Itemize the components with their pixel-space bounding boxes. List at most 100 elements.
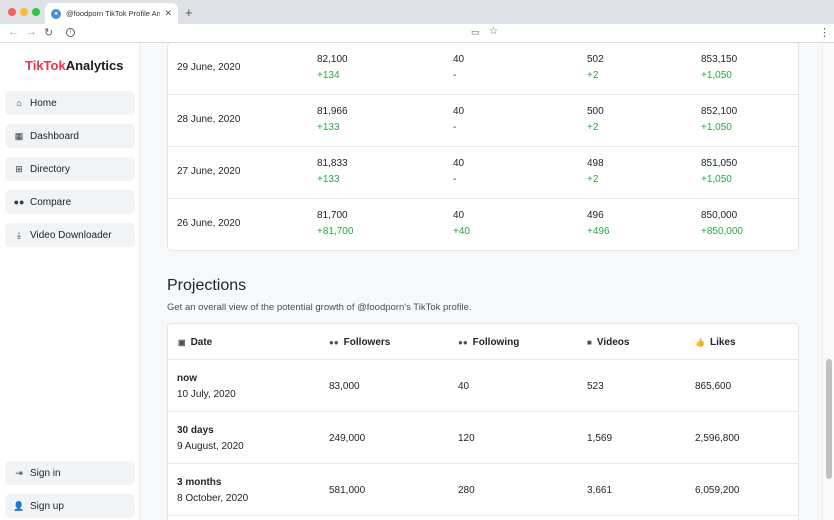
- header-following-label: Following: [472, 337, 520, 348]
- following-value: 40: [453, 210, 465, 221]
- following-value: 40: [453, 54, 465, 65]
- user-plus-icon: 👤: [13, 500, 25, 511]
- tab-title: @foodporn TikTok Profile Analy: [66, 9, 161, 18]
- projections-title: Projections: [167, 277, 247, 294]
- header-date-label: Date: [190, 337, 213, 348]
- following-delta: +40: [453, 226, 470, 237]
- videos-value: 1,569: [587, 433, 613, 444]
- users-icon: ●●: [13, 197, 25, 207]
- sidebar-item-label: Home: [30, 97, 57, 109]
- new-tab-button[interactable]: +: [185, 5, 193, 20]
- sidebar-item-label: Compare: [30, 196, 72, 208]
- menu-icon[interactable]: ⋮: [819, 27, 830, 39]
- sidebar-item-compare[interactable]: ●● Compare: [5, 190, 135, 214]
- table-row: 29 June, 2020 82,100 +134 40 - 502 +2 85…: [168, 43, 798, 95]
- sidebar: TikTokAnalytics ⌂ Home ▦ Dashboard ⊞ Dir…: [0, 43, 140, 520]
- row-date: 29 June, 2020: [177, 62, 241, 73]
- brand-part-analytics: Analytics: [65, 58, 124, 73]
- table-row: 28 June, 2020 81,966 +133 40 - 500 +2 85…: [168, 95, 798, 147]
- videos-delta: +2: [587, 122, 599, 133]
- projection-date: 9 August, 2020: [177, 441, 244, 452]
- sidebar-item-directory[interactable]: ⊞ Directory: [5, 157, 135, 181]
- brand-logo[interactable]: TikTokAnalytics: [25, 58, 124, 73]
- header-followers: ●● Followers: [329, 337, 390, 348]
- history-table: 29 June, 2020 82,100 +134 40 - 502 +2 85…: [167, 43, 799, 251]
- likes-delta: +1,050: [701, 70, 732, 81]
- videos-value: 502: [587, 54, 604, 65]
- projection-period: now: [177, 373, 197, 384]
- videos-value: 498: [587, 158, 604, 169]
- followers-delta: +81,700: [317, 226, 354, 237]
- likes-value: 851,050: [701, 158, 738, 169]
- followers-value: 82,100: [317, 54, 348, 65]
- calendar-icon: ▣: [178, 338, 186, 347]
- sidebar-item-sign-in[interactable]: ⇥ Sign in: [5, 461, 135, 485]
- followers-value: 81,833: [317, 158, 348, 169]
- projection-period: 30 days: [177, 425, 214, 436]
- cast-icon[interactable]: ▭: [471, 27, 480, 37]
- projection-period: 3 months: [177, 477, 222, 488]
- scrollbar-thumb[interactable]: [826, 359, 832, 479]
- header-following: ●● Following: [458, 337, 519, 348]
- followers-value: 81,966: [317, 106, 348, 117]
- row-date: 28 June, 2020: [177, 114, 241, 125]
- back-icon[interactable]: ←: [8, 26, 19, 38]
- header-followers-label: Followers: [343, 337, 391, 348]
- favicon-icon: ●: [51, 8, 61, 19]
- followers-delta: +134: [317, 70, 340, 81]
- browser-tab[interactable]: ● @foodporn TikTok Profile Analy ✕: [45, 3, 178, 24]
- sidebar-item-label: Video Downloader: [30, 229, 112, 241]
- sidebar-item-dashboard[interactable]: ▦ Dashboard: [5, 124, 135, 148]
- sidebar-item-video-downloader[interactable]: ⤓ Video Downloader: [5, 223, 135, 247]
- row-date: 26 June, 2020: [177, 218, 241, 229]
- followers-delta: +133: [317, 122, 340, 133]
- brand-part-tiktok: TikTok: [25, 58, 66, 73]
- videos-delta: +2: [587, 70, 599, 81]
- maximize-window-button[interactable]: [32, 8, 40, 16]
- minimize-window-button[interactable]: [20, 8, 28, 16]
- sidebar-item-sign-up[interactable]: 👤 Sign up: [5, 494, 135, 518]
- sidebar-item-label: Sign in: [30, 467, 61, 479]
- reload-icon[interactable]: ↻: [44, 27, 54, 39]
- info-icon[interactable]: i: [66, 28, 75, 37]
- videos-value: 523: [587, 381, 604, 392]
- likes-value: 852,100: [701, 106, 738, 117]
- videos-delta: +496: [587, 226, 610, 237]
- header-likes-label: Likes: [709, 337, 736, 348]
- following-delta: -: [453, 174, 457, 185]
- projections-subtitle: Get an overall view of the potential gro…: [167, 302, 472, 313]
- table-row: 26 June, 2020 81,700 +81,700 40 +40 496 …: [168, 199, 798, 251]
- followers-value: 249,000: [329, 433, 366, 444]
- star-icon[interactable]: ☆: [489, 26, 498, 37]
- following-value: 40: [453, 158, 465, 169]
- header-videos: ■ Videos: [587, 337, 629, 348]
- close-window-button[interactable]: [8, 8, 16, 16]
- videos-value: 500: [587, 106, 604, 117]
- grid-icon: ▦: [14, 130, 24, 141]
- followers-value: 581,000: [329, 485, 366, 496]
- following-value: 280: [458, 485, 475, 496]
- header-likes: 👍 Likes: [695, 337, 736, 348]
- following-value: 40: [453, 106, 465, 117]
- header-videos-label: Videos: [596, 337, 630, 348]
- user-friends-icon: ●●: [458, 338, 468, 347]
- sidebar-item-home[interactable]: ⌂ Home: [5, 91, 135, 115]
- likes-value: 850,000: [701, 210, 738, 221]
- table-header: ▣ Date ●● Followers ●● Following ■ Video…: [168, 324, 798, 360]
- sidebar-item-label: Dashboard: [30, 130, 79, 142]
- followers-delta: +133: [317, 174, 340, 185]
- page-scrollbar[interactable]: [822, 43, 834, 520]
- main-content: 29 June, 2020 82,100 +134 40 - 502 +2 85…: [141, 43, 821, 520]
- following-value: 120: [458, 433, 475, 444]
- sidebar-item-label: Directory: [30, 163, 71, 175]
- tab-close-icon[interactable]: ✕: [164, 8, 172, 18]
- videos-delta: +2: [587, 174, 599, 185]
- likes-delta: +850,000: [701, 226, 743, 237]
- table-row: now 10 July, 2020 83,000 40 523 865,600: [168, 360, 798, 412]
- thumbs-up-icon: 👍: [695, 338, 705, 347]
- sign-in-icon: ⇥: [15, 467, 23, 478]
- row-date: 27 June, 2020: [177, 166, 241, 177]
- forward-icon[interactable]: →: [26, 26, 37, 38]
- sitemap-icon: ⊞: [15, 163, 23, 174]
- videos-value: 3,661: [587, 485, 613, 496]
